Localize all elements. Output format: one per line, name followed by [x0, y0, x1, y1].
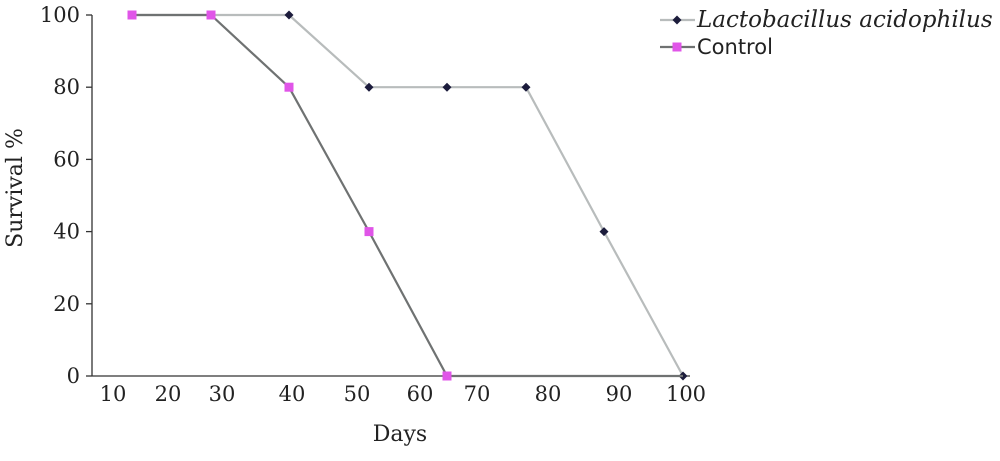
x-tick-label: 20: [155, 382, 182, 406]
data-point: [127, 10, 137, 20]
data-point: [284, 82, 294, 92]
y-tick-label: 100: [40, 3, 80, 27]
data-point: [364, 227, 374, 237]
y-tick-label: 60: [53, 147, 80, 171]
series-layer: [127, 10, 688, 381]
x-tick-label: 30: [209, 382, 236, 406]
legend-label: Control: [697, 35, 773, 59]
x-tick-label: 90: [606, 382, 633, 406]
legend-marker: [672, 15, 682, 25]
x-tick-label: 100: [666, 382, 706, 406]
series-control: [127, 10, 683, 381]
data-point: [442, 82, 452, 92]
legend-label: Lactobacillus acidophilus: [696, 7, 993, 33]
x-axis-title: Days: [373, 422, 427, 447]
legend-marker: [672, 42, 682, 52]
data-point: [206, 10, 216, 20]
data-point: [521, 82, 531, 92]
series-lactobacillus: [132, 10, 688, 381]
legend-entry: Control: [660, 35, 773, 59]
series-line: [132, 13, 683, 378]
y-axis-title: Survival %: [3, 128, 28, 248]
axes: 0 20 40 60 80 100 10 20 30 40 50 60 70 80 90 100: [40, 3, 706, 406]
y-tick-label: 0: [67, 364, 80, 388]
data-point: [364, 82, 374, 92]
x-tick-label: 40: [279, 382, 306, 406]
x-tick-label: 70: [464, 382, 491, 406]
legend-entry: Lactobacillus acidophilus: [660, 7, 993, 33]
x-tick-label: 50: [344, 382, 371, 406]
y-tick-label: 40: [53, 220, 80, 244]
series-line: [132, 13, 684, 377]
data-point: [442, 371, 452, 381]
y-tick-label: 80: [53, 75, 80, 99]
x-tick-label: 10: [100, 382, 127, 406]
y-tick-label: 20: [53, 292, 80, 316]
x-tick-label: 60: [407, 382, 434, 406]
data-point: [284, 10, 294, 20]
x-tick-label: 80: [535, 382, 562, 406]
data-point: [599, 227, 609, 237]
